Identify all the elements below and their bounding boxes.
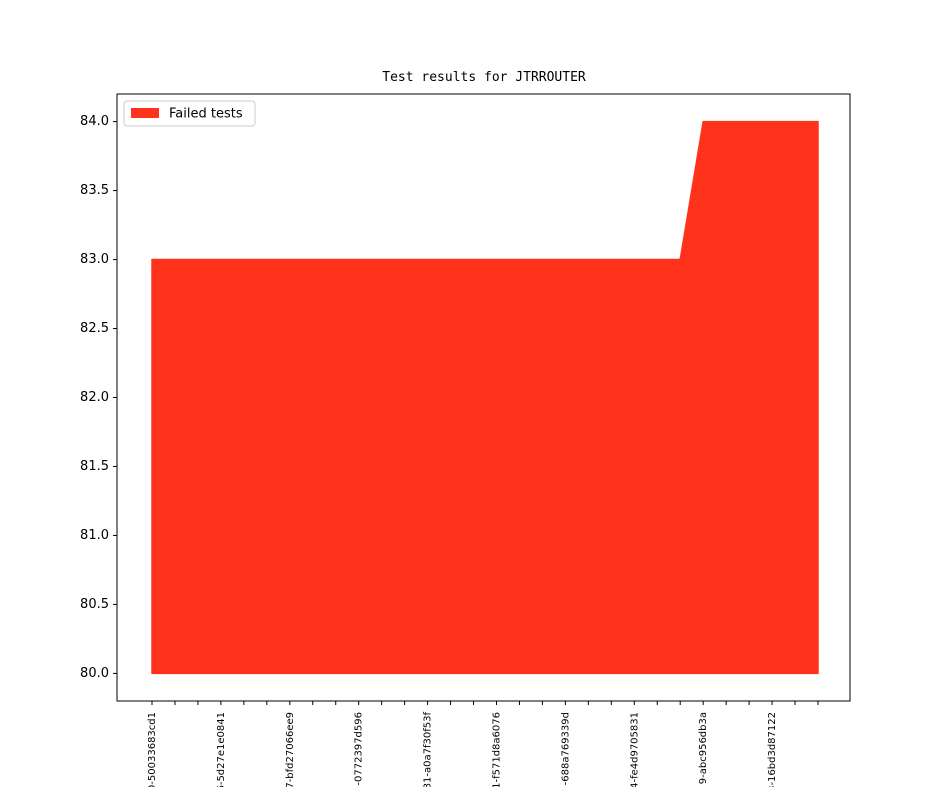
area [151, 120, 819, 675]
x-tick-label: 7-bfd27066ee9 [285, 712, 296, 787]
y-tick-label: 81.5 [80, 459, 109, 474]
legend-box [123, 100, 256, 127]
x-tick-label: 6-5d27e1e0841 [216, 712, 227, 787]
x-tick-label: 3-16bd3d87122 [767, 712, 778, 787]
x-tick-label: 1-f571d8a6076 [491, 712, 502, 787]
y-tick-label: 84.0 [80, 114, 109, 129]
legend-label: Failed tests [169, 107, 243, 122]
x-tick-label: -688a769339d [560, 712, 571, 785]
y-tick-label: 83.5 [80, 183, 109, 198]
y-tick-label: 82.0 [80, 390, 109, 405]
y-tick-label: 81.0 [80, 528, 109, 543]
y-tick-label: 80.5 [80, 597, 109, 612]
x-tick-label: 9-abc956db3a [698, 712, 709, 784]
y-tick-label: 83.0 [80, 252, 109, 267]
x-tick-label: 0-50033683cd1 [147, 712, 158, 787]
chart-title: Test results for JTRROUTER [382, 70, 586, 85]
legend: Failed tests [123, 100, 256, 127]
x-tick-label: -0772397d596 [354, 712, 365, 786]
legend-swatch [131, 108, 159, 118]
y-tick-label: 80.0 [80, 666, 109, 681]
y-tick-label: 82.5 [80, 321, 109, 336]
x-tick-label: 81-a0a7f30f53f [423, 712, 434, 787]
x-tick-label: 4-fe4d9705831 [629, 712, 640, 787]
